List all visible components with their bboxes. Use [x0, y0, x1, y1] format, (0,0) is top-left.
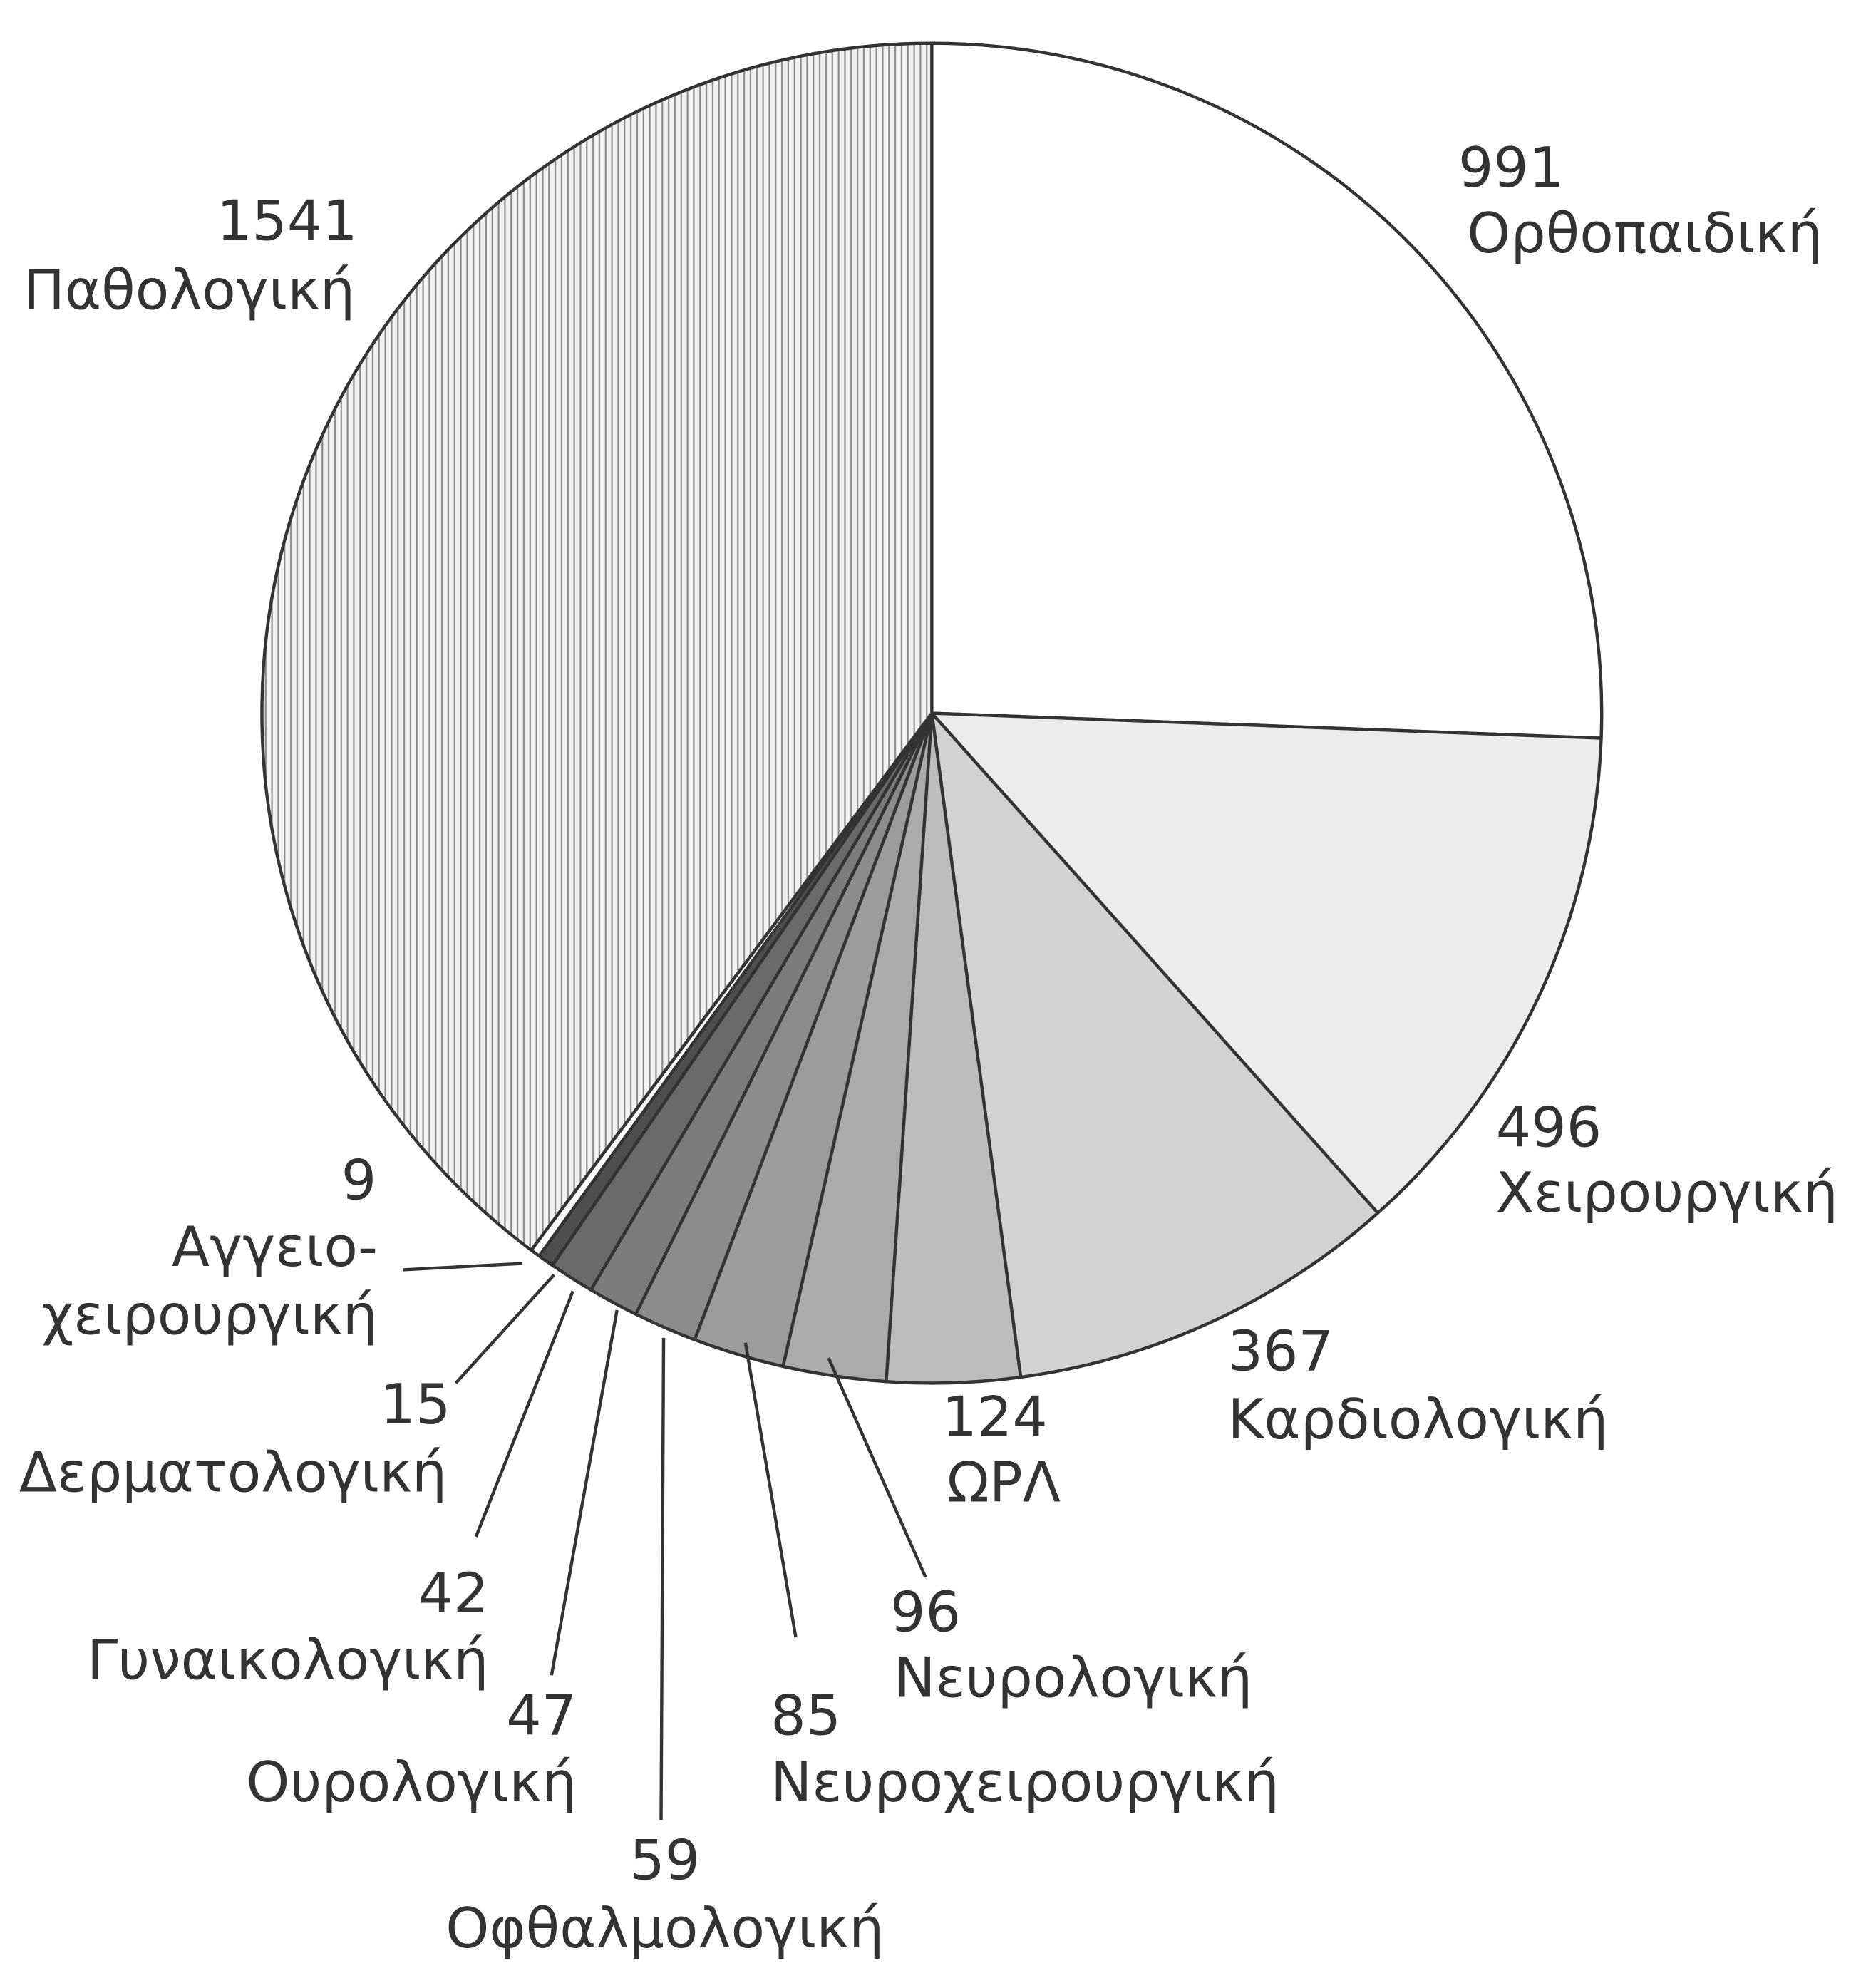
pie-wedge — [930, 711, 1380, 1379]
category-label: Καρδιολογική — [1227, 1388, 1608, 1452]
leader-line — [454, 1273, 555, 1384]
category-label-line: Ουρολογική — [246, 1751, 577, 1815]
pie-wedge — [930, 711, 1603, 1215]
value-label: 85 — [770, 1684, 841, 1748]
category-label-line: Ορθοπαιδική — [1467, 202, 1822, 266]
leader-line — [659, 1337, 666, 1820]
category-label: Παθολογική — [24, 258, 356, 322]
category-label-line: Δερματολογική — [19, 1441, 447, 1505]
leader-line — [474, 1290, 574, 1538]
leader-line — [827, 1357, 927, 1578]
leader-line — [743, 1342, 798, 1638]
category-label: Αγγειο-χειρουργική — [41, 1215, 378, 1347]
pie-wedge — [260, 41, 934, 1252]
value-label: 496 — [1496, 1096, 1602, 1160]
category-label: ΩΡΛ — [947, 1451, 1061, 1515]
value-label: 59 — [629, 1828, 700, 1892]
pie-wedge — [930, 41, 1604, 740]
value-label: 1541 — [217, 189, 358, 253]
category-label: Οφθαλμολογική — [445, 1897, 884, 1961]
category-label: Νευροχειρουργική — [770, 1751, 1279, 1815]
category-label-line: Νευρολογική — [894, 1646, 1252, 1710]
category-label: Γυναικολογική — [87, 1629, 488, 1693]
category-label-line: Αγγειο- — [172, 1215, 378, 1279]
value-label: 991 — [1458, 136, 1564, 200]
category-label: Νευρολογική — [894, 1646, 1252, 1710]
category-label-line: Νευροχειρουργική — [770, 1751, 1279, 1815]
value-label: 15 — [381, 1373, 451, 1437]
value-label: 47 — [506, 1684, 577, 1748]
category-label-line: Χειρουργική — [1496, 1161, 1838, 1225]
category-label-line: Καρδιολογική — [1227, 1388, 1608, 1452]
leader-line — [550, 1309, 619, 1676]
category-label: Χειρουργική — [1496, 1161, 1838, 1225]
category-label-line: ΩΡΛ — [947, 1451, 1061, 1515]
value-label: 9 — [341, 1148, 376, 1212]
value-label: 124 — [942, 1386, 1047, 1450]
leader-lines — [403, 1262, 927, 1820]
value-label: 367 — [1227, 1320, 1333, 1384]
category-label-line: Οφθαλμολογική — [445, 1897, 884, 1961]
category-label-line: χειρουργική — [41, 1283, 378, 1347]
category-label-line: Παθολογική — [24, 258, 356, 322]
leader-line — [403, 1262, 523, 1272]
category-label: Ουρολογική — [246, 1751, 577, 1815]
category-label-line: Γυναικολογική — [87, 1629, 488, 1693]
value-label: 96 — [890, 1580, 961, 1644]
category-label: Ορθοπαιδική — [1467, 202, 1822, 266]
wedges — [260, 41, 1604, 1385]
category-label: Δερματολογική — [19, 1441, 447, 1505]
value-label: 42 — [418, 1562, 489, 1626]
